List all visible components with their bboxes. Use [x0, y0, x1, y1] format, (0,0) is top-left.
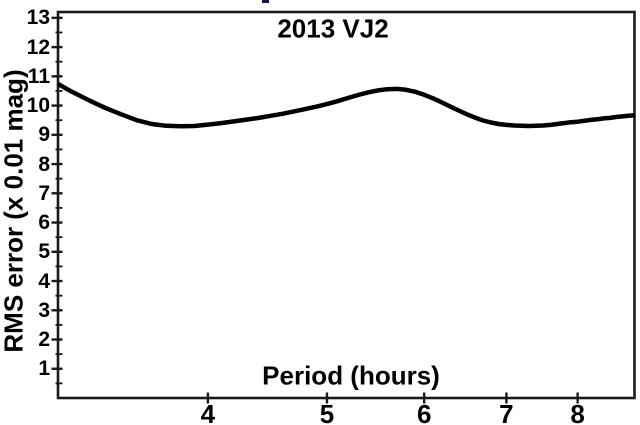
y-tick-label: 11 — [27, 64, 50, 88]
x-axis-title: Period (hours) — [262, 360, 440, 391]
y-tick-label: 7 — [38, 181, 50, 205]
y-tick-label: 6 — [38, 211, 50, 235]
x-tick-label: 4 — [200, 399, 216, 425]
x-tick-label: 8 — [570, 399, 585, 425]
y-tick-label: 13 — [26, 6, 50, 30]
y-tick-label: 5 — [38, 240, 50, 264]
y-tick-label: 2 — [38, 328, 50, 351]
y-tick-label: 1 — [38, 357, 50, 381]
x-tick-label: 6 — [416, 399, 432, 425]
y-tick-label: 8 — [38, 152, 50, 176]
y-tick-label: 3 — [38, 298, 50, 322]
chart-title: 2013 VJ2 — [277, 13, 389, 44]
rms-error-curve — [56, 81, 635, 129]
cropped-text-artifact — [262, 0, 269, 3]
y-tick-label: 9 — [38, 123, 50, 147]
y-tick-label: 10 — [26, 94, 50, 118]
plot-border — [56, 10, 636, 400]
y-tick-label: 4 — [38, 269, 50, 293]
y-tick-label: 12 — [26, 35, 50, 59]
x-tick-label: 7 — [499, 399, 514, 425]
x-tick-label: 5 — [319, 399, 335, 425]
